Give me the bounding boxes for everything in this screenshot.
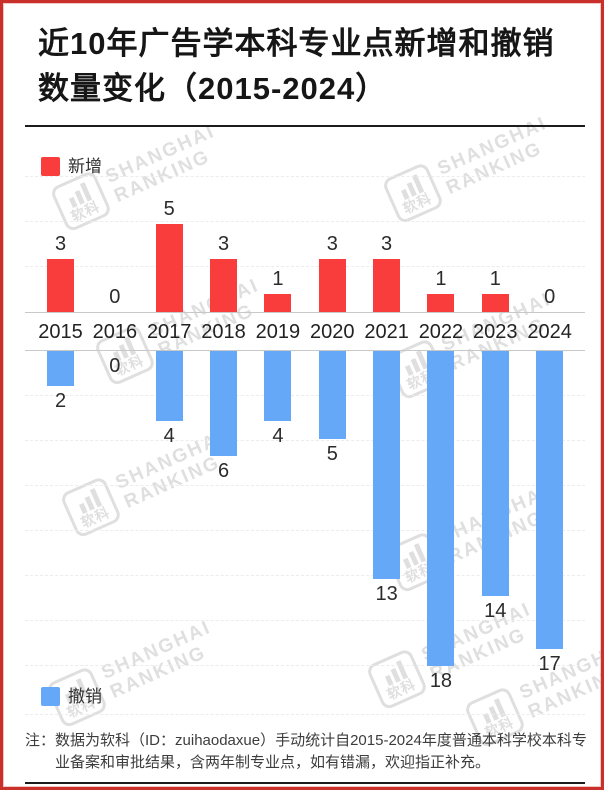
shanghairanking-watermark: 软科 SHANGHAI RANKING [381, 110, 560, 225]
ruanke-logo-icon: 软科 [49, 169, 113, 233]
ruanke-logo-icon: 软科 [93, 323, 157, 387]
shanghairanking-watermark: 软科 SHANGHAI RANKING [59, 424, 238, 539]
brand-text: SHANGHAI RANKING [516, 636, 604, 724]
shanghairanking-watermark: 软科 SHANGHAI RANKING [93, 272, 272, 387]
shanghairanking-watermark: 软科 SHANGHAI RANKING [45, 614, 224, 729]
ruanke-logo-icon: 软科 [59, 475, 123, 539]
watermark-layer: 软科 SHANGHAI RANKING 软科 SHANGHAI RANKING 软科 SHAN… [3, 3, 601, 787]
brand-text: SHANGHAI RANKING [102, 120, 219, 208]
ruanke-logo-icon: 软科 [463, 685, 527, 749]
shanghairanking-watermark: 软科 SHANGHAI RANKING [49, 118, 228, 233]
ruanke-logo-icon: 软科 [383, 530, 447, 594]
brand-text: SHANGHAI RANKING [98, 616, 215, 704]
ruanke-logo-icon: 软科 [381, 161, 445, 225]
shanghairanking-watermark: 软科 SHANGHAI RANKING [383, 479, 562, 594]
brand-text: SHANGHAI RANKING [418, 598, 535, 686]
shanghairanking-watermark: 软科 SHANGHAI RANKING [385, 286, 564, 401]
brand-text: SHANGHAI RANKING [434, 112, 551, 200]
ruanke-logo-icon: 软科 [365, 647, 429, 711]
ruanke-logo-icon: 软科 [385, 337, 449, 401]
brand-text: SHANGHAI RANKING [438, 288, 555, 376]
brand-text: SHANGHAI RANKING [436, 481, 553, 569]
ruanke-logo-icon: 软科 [45, 665, 109, 729]
brand-text: SHANGHAI RANKING [146, 274, 263, 362]
brand-text: SHANGHAI RANKING [112, 426, 229, 514]
